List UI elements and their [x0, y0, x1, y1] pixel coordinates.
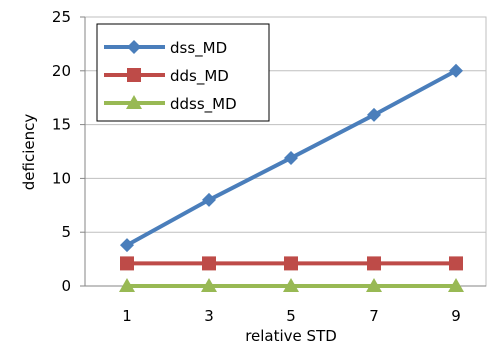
- data-point-dds_MD-1: [120, 256, 134, 271]
- series-dss_MD: [120, 63, 463, 253]
- data-point-dss_MD-5: [284, 150, 298, 165]
- legend-item-ddss_MD: ddss_MD: [104, 95, 237, 114]
- x-tick-label-7: 7: [369, 307, 379, 325]
- data-point-dss_MD-3: [202, 192, 216, 207]
- y-tick-label-5: 5: [61, 223, 71, 241]
- legend-item-dds_MD: dds_MD: [104, 67, 229, 86]
- legend-marker-dss_MD: [127, 40, 141, 54]
- data-point-dds_MD-9: [449, 256, 463, 271]
- data-point-dds_MD-3: [202, 256, 216, 271]
- data-point-dds_MD-5: [284, 256, 298, 271]
- data-point-ddss_MD-7: [366, 278, 382, 292]
- legend: dss_MD dds_MD ddss_MD: [96, 23, 270, 122]
- y-tick-label-25: 25: [52, 8, 71, 26]
- series-layer: [119, 63, 464, 292]
- x-tick-label-9: 9: [451, 307, 461, 325]
- y-tick-label-20: 20: [52, 62, 71, 80]
- data-point-dss_MD-1: [120, 238, 134, 253]
- legend-marker-ddss_MD: [126, 95, 142, 109]
- x-tick-label-5: 5: [286, 307, 296, 325]
- data-point-dds_MD-7: [367, 256, 381, 271]
- data-point-ddss_MD-9: [448, 278, 464, 292]
- data-point-ddss_MD-3: [201, 278, 217, 292]
- legend-label-dss_MD: dss_MD: [170, 39, 227, 58]
- legend-marker-dds_MD: [127, 68, 141, 82]
- y-tick-label-10: 10: [52, 169, 71, 187]
- series-ddss_MD: [119, 278, 464, 292]
- x-tick-label-3: 3: [204, 307, 214, 325]
- data-point-ddss_MD-5: [283, 278, 299, 292]
- x-tick-label-1: 1: [122, 307, 132, 325]
- data-point-ddss_MD-1: [119, 278, 135, 292]
- legend-label-dds_MD: dds_MD: [170, 67, 229, 86]
- y-tick-label-0: 0: [61, 277, 71, 295]
- data-point-dss_MD-9: [449, 63, 463, 78]
- y-axis-title: deficiency: [20, 114, 38, 191]
- x-axis-title: relative STD: [245, 327, 337, 345]
- data-point-dss_MD-7: [367, 107, 381, 122]
- legend-item-dss_MD: dss_MD: [104, 39, 227, 58]
- series-dds_MD: [120, 256, 463, 271]
- y-tick-label-15: 15: [52, 116, 71, 134]
- legend-label-ddss_MD: ddss_MD: [170, 95, 237, 114]
